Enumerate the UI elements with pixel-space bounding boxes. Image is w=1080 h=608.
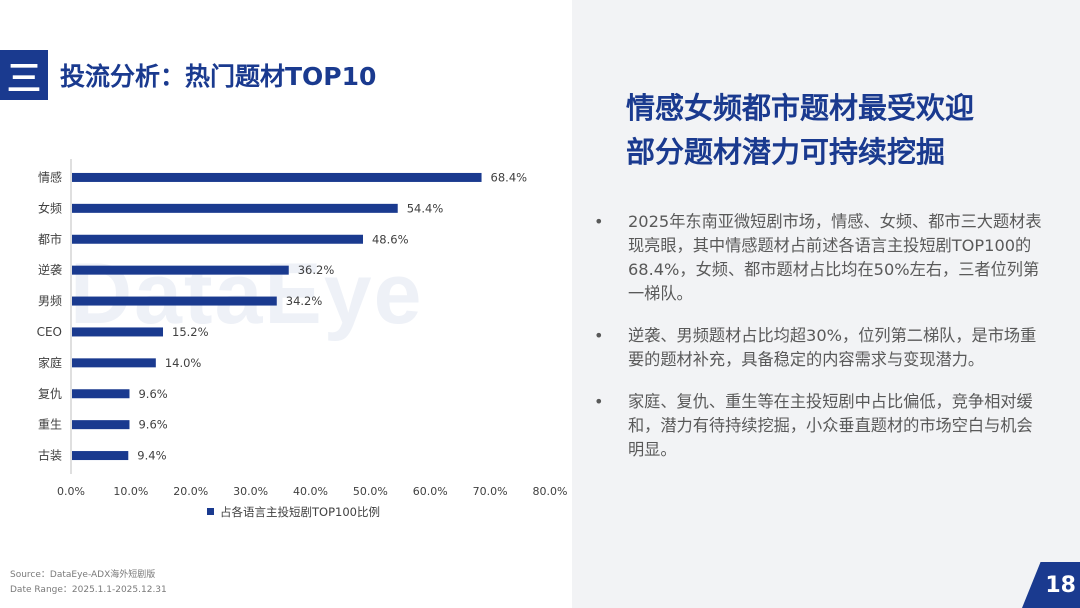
date-range-line: Date Range：2025.1.1-2025.12.31 <box>10 585 167 595</box>
bullet-item: • 逆袭、男频题材占比均超30%，位列第二梯队，是市场重要的题材补充，具备稳定的内… <box>594 324 1044 372</box>
category-label: 重生 <box>38 418 62 432</box>
left-panel: 三 投流分析：热门题材TOP10 DataEye 情感 68.4% 女频 54.4% 都… <box>0 50 568 598</box>
headline-line-1: 情感女频都市题材最受欢迎 <box>626 91 975 125</box>
bar <box>72 203 398 213</box>
category-label: 古装 <box>38 448 62 463</box>
bar <box>72 389 130 399</box>
x-tick-label: 40.0% <box>293 485 328 498</box>
x-tick-label: 80.0% <box>533 485 568 498</box>
bar <box>72 296 277 306</box>
x-tick-label: 0.0% <box>57 485 85 498</box>
legend-swatch <box>207 508 214 515</box>
bar <box>72 420 130 430</box>
data-label: 36.2% <box>298 263 335 277</box>
watermark: DataEye <box>70 246 424 342</box>
bullet-text: 逆袭、男频题材占比均超30%，位列第二梯队，是市场重要的题材补充，具备稳定的内容… <box>628 326 1037 369</box>
bullet-text: 家庭、复仇、重生等在主投短剧中占比偏低，竞争相对缓和，潜力有待持续挖掘，小众垂直… <box>628 392 1033 459</box>
bullet-dot: • <box>594 212 604 231</box>
x-tick-label: 20.0% <box>173 485 208 498</box>
data-label: 54.4% <box>407 201 444 215</box>
category-label: 情感 <box>38 169 62 184</box>
category-label: 男频 <box>38 294 62 308</box>
category-label: CEO <box>37 325 62 339</box>
data-label: 9.4% <box>137 449 166 463</box>
bar <box>72 234 363 244</box>
bullet-item: • 2025年东南亚微短剧市场，情感、女频、都市三大题材表现亮眼，其中情感题材占前… <box>594 210 1044 306</box>
data-label: 15.2% <box>172 325 209 339</box>
page-number: 18 <box>1022 562 1080 608</box>
section-badge: 三 <box>0 50 48 100</box>
source-note: Source：DataEye-ADX海外短剧版 Date Range：2025.… <box>10 568 167 598</box>
x-tick-label: 30.0% <box>233 485 268 498</box>
x-tick-label: 10.0% <box>113 485 148 498</box>
right-panel <box>572 0 1080 608</box>
bullet-text: 2025年东南亚微短剧市场，情感、女频、都市三大题材表现亮眼，其中情感题材占前述… <box>628 212 1042 303</box>
x-tick-label: 50.0% <box>353 485 388 498</box>
bullet-dot: • <box>594 392 604 411</box>
headline-line-2: 部分题材潜力可持续挖掘 <box>626 135 946 169</box>
bar <box>72 265 289 275</box>
bar <box>72 358 156 368</box>
category-label: 都市 <box>38 231 62 246</box>
bullet-list: • 2025年东南亚微短剧市场，情感、女频、都市三大题材表现亮眼，其中情感题材占前… <box>594 210 1044 480</box>
category-label: 女频 <box>38 200 62 215</box>
data-label: 34.2% <box>286 294 323 308</box>
source-line: Source：DataEye-ADX海外短剧版 <box>10 570 156 580</box>
data-label: 68.4% <box>491 170 528 184</box>
category-label: 家庭 <box>38 355 62 370</box>
category-label: 逆袭 <box>38 262 62 277</box>
bar-chart: 情感 68.4% 女频 54.4% 都市 48.6% 逆袭 36.2% 男频 34.2% CEO 15… <box>37 159 568 519</box>
data-label: 48.6% <box>372 232 409 246</box>
bullet-item: • 家庭、复仇、重生等在主投短剧中占比偏低，竞争相对缓和，潜力有待持续挖掘，小众垂… <box>594 390 1044 462</box>
bar <box>72 451 129 461</box>
x-tick-label: 70.0% <box>473 485 508 498</box>
category-label: 复仇 <box>38 387 62 401</box>
data-label: 9.6% <box>138 418 167 432</box>
legend-label: 占各语言主投短剧TOP100比例 <box>220 505 380 519</box>
bar <box>72 172 482 182</box>
data-label: 14.0% <box>165 356 202 370</box>
bar <box>72 327 164 337</box>
headline: 情感女频都市题材最受欢迎 部分题材潜力可持续挖掘 <box>626 86 974 174</box>
data-label: 9.6% <box>138 387 167 401</box>
bullet-dot: • <box>594 326 604 345</box>
x-tick-label: 60.0% <box>413 485 448 498</box>
section-title: 投流分析：热门题材TOP10 <box>60 62 377 91</box>
